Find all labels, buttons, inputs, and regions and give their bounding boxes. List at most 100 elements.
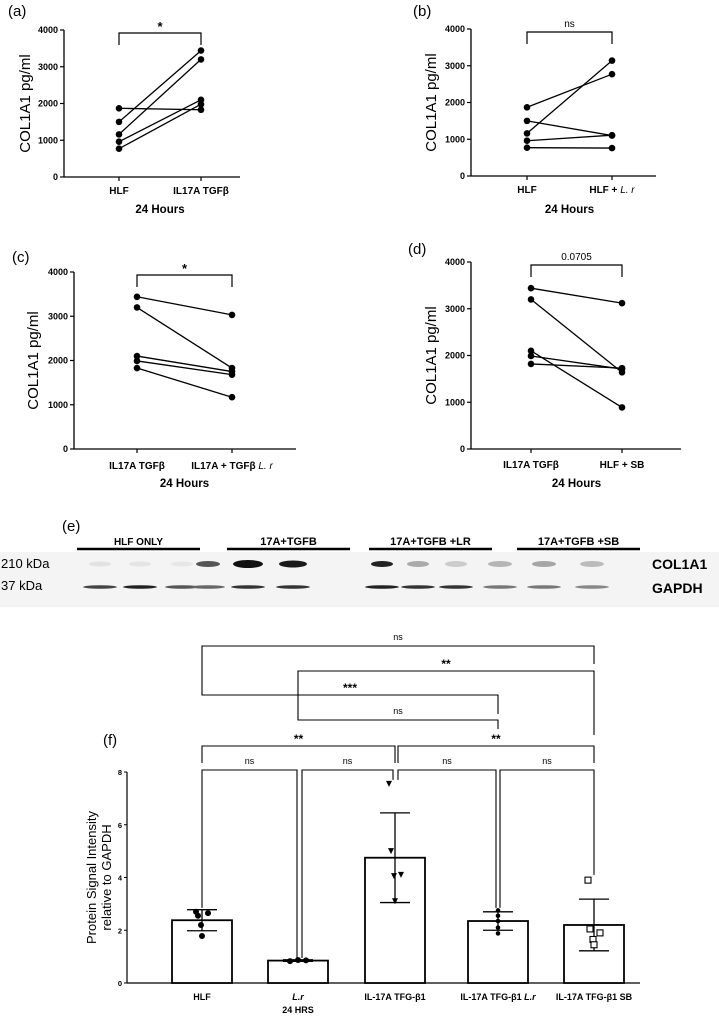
x-axis-label: 24 Hours <box>552 478 601 490</box>
y-tick-label: 1000 <box>38 135 58 145</box>
y-tick-label: 3000 <box>445 304 465 314</box>
paired-line <box>136 306 233 369</box>
col1a1-band <box>129 561 151 567</box>
significance-bracket <box>397 745 595 763</box>
panel-c: (c) 0 1000 2000 3000 4000 COL1A1 pg/ml IL17A TG… <box>12 249 296 490</box>
data-point <box>596 929 604 937</box>
y-tick-label: 1000 <box>48 400 68 410</box>
col1a1-band <box>488 561 512 567</box>
y-tick-label: 6 <box>118 821 122 830</box>
y-tick-label: 4000 <box>48 267 68 277</box>
y-tick-label: 2000 <box>445 351 465 361</box>
gapdh-band <box>575 585 609 589</box>
paired-line <box>118 99 202 143</box>
y-tick-label: 4 <box>118 874 123 883</box>
data-point <box>228 371 236 378</box>
col1a1-band <box>407 561 429 567</box>
gapdh-band <box>527 585 561 589</box>
gapdh-band <box>439 585 473 589</box>
data-point <box>391 873 397 880</box>
data-point <box>228 311 236 319</box>
y-tick-label: 3000 <box>48 311 68 321</box>
data-point <box>523 137 531 145</box>
lane-group-label: 17A+TGFB +SB <box>538 536 619 548</box>
y-tick-label: 2000 <box>48 356 68 366</box>
significance-bracket <box>201 769 298 958</box>
gapdh-band <box>83 585 117 589</box>
x-axis-label: 24 HRS <box>282 1005 314 1015</box>
data-point <box>495 913 501 919</box>
x-category-label: IL17A TGFβ <box>109 461 165 472</box>
x-category-label: HLF + L. r <box>589 185 635 196</box>
y-tick-label: 2000 <box>445 98 465 108</box>
significance-label: ** <box>294 732 304 746</box>
data-point <box>133 293 141 301</box>
significance-bracket <box>297 670 595 735</box>
x-axis-label: 24 Hours <box>135 204 184 216</box>
protein-label: COL1A1 <box>652 556 707 572</box>
significance-bracket <box>201 688 499 714</box>
lane-group-label: 17A+TGFB +LR <box>390 536 471 548</box>
lane-group-label: HLF ONLY <box>114 537 163 548</box>
panel-label: (a) <box>8 3 26 20</box>
data-point <box>523 117 531 125</box>
paired-line <box>526 60 613 134</box>
significance-bracket <box>526 31 613 44</box>
data-point <box>195 912 201 919</box>
gapdh-band <box>365 585 399 589</box>
data-point <box>523 103 531 111</box>
paired-line <box>530 287 623 304</box>
y-tick-label: 3000 <box>38 62 58 72</box>
y-tick-label: 1000 <box>445 397 465 407</box>
data-point <box>495 931 501 936</box>
data-point <box>495 908 501 913</box>
y-tick-label: 2 <box>118 926 122 935</box>
data-point <box>608 131 616 139</box>
significance-bracket <box>397 769 497 908</box>
data-point <box>398 871 404 878</box>
y-tick-label: 0 <box>118 979 122 988</box>
panel-label: (e) <box>62 518 80 535</box>
x-category-label: IL-17A TFG-β1 <box>364 992 425 1002</box>
col1a1-band <box>171 561 193 567</box>
x-category-label: IL17A + TGFβ L. r <box>191 461 273 472</box>
data-point <box>527 352 535 360</box>
col1a1-band <box>233 560 263 568</box>
data-point <box>197 106 205 114</box>
data-point <box>523 130 531 137</box>
y-tick-label: 2000 <box>38 99 58 109</box>
data-point <box>495 925 501 930</box>
data-point <box>115 145 123 153</box>
panel-d: (d) 0 1000 2000 3000 4000 COL1A1 pg/ml IL17A TG… <box>408 241 681 490</box>
data-point <box>133 352 141 360</box>
paired-line <box>136 355 233 373</box>
data-point <box>303 957 309 964</box>
y-axis-label: Protein Signal Intensity <box>84 811 99 944</box>
y-tick-label: 1000 <box>445 134 465 144</box>
data-point <box>586 925 594 933</box>
panel-e-western-blot: (e) HLF ONLY 17A+TGFB 17A+TGFB +LR 17A+TGFB … <box>0 518 719 607</box>
paired-line <box>530 363 623 369</box>
y-tick-label: 8 <box>118 768 122 777</box>
y-tick-label: 0 <box>63 444 68 454</box>
significance-bracket <box>530 264 623 277</box>
paired-line <box>136 360 233 376</box>
paired-line <box>526 134 613 142</box>
y-axis-label: COL1A1 pg/ml <box>17 54 34 152</box>
x-axis-label: 24 Hours <box>545 204 594 216</box>
y-axis-label: COL1A1 pg/ml <box>423 53 440 151</box>
data-point <box>527 360 535 368</box>
col1a1-band <box>532 561 556 567</box>
gapdh-band <box>191 585 225 589</box>
paired-line <box>530 350 623 408</box>
x-category-label: L.r <box>292 992 304 1002</box>
data-point <box>527 347 535 355</box>
x-category-label: IL17A TGFβ <box>503 460 559 471</box>
significance-bracket <box>201 645 595 688</box>
paired-line <box>526 73 613 108</box>
paired-line <box>136 367 233 398</box>
significance-label: * <box>182 261 188 276</box>
paired-line <box>136 296 233 316</box>
x-category-label: HLF <box>517 185 536 196</box>
